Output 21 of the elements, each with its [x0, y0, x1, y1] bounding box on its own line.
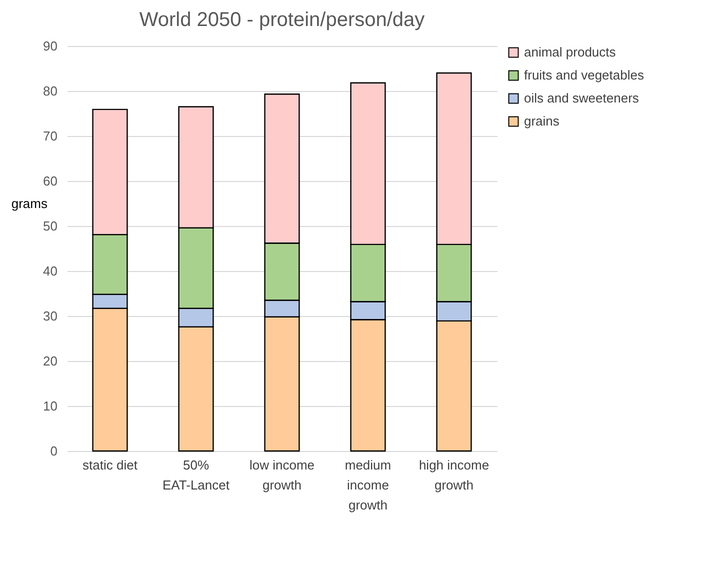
y-tick-label: 60: [43, 174, 58, 188]
legend-label: fruits and vegetables: [524, 68, 644, 82]
legend-label: oils and sweeteners: [524, 90, 640, 106]
legend-label: animal products: [524, 44, 616, 60]
chart-title: World 2050 - protein/person/day: [139, 9, 425, 31]
y-tick-label: 80: [43, 84, 58, 98]
y-tick-label: 0: [50, 444, 58, 458]
legend-label: grains: [524, 114, 560, 128]
y-tick-label: 10: [43, 398, 58, 414]
y-tick-label: 30: [43, 308, 58, 324]
x-tick-label: medium income growth: [344, 458, 392, 512]
x-tick-label: low income growth: [249, 458, 315, 492]
y-tick-label: 50: [43, 218, 58, 234]
y-tick-label: 20: [43, 354, 58, 368]
x-tick-label: static diet: [82, 458, 138, 472]
y-tick-label: 70: [43, 128, 58, 144]
y-tick-label: 90: [43, 38, 58, 54]
x-tick-label: 50% EAT-Lancet: [162, 458, 230, 492]
y-axis-title: grams: [11, 196, 48, 211]
y-tick-label: 40: [43, 264, 58, 278]
x-tick-label: high income growth: [418, 458, 490, 492]
